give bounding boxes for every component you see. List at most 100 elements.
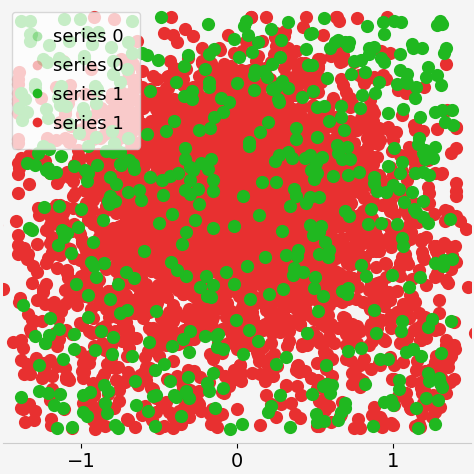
Point (42, 369, 50, 377)
Point (276, 220, 283, 228)
Point (342, 404, 349, 412)
Point (256, 136, 264, 143)
Point (224, 133, 232, 140)
Point (264, 135, 272, 142)
Point (209, 100, 216, 107)
Point (172, 193, 180, 201)
Point (286, 274, 294, 282)
Point (138, 67, 146, 75)
Point (110, 243, 118, 250)
Point (195, 291, 203, 298)
Point (320, 150, 328, 158)
Point (286, 151, 293, 158)
Point (121, 378, 129, 386)
Point (280, 181, 287, 188)
Point (386, 197, 394, 205)
Point (363, 134, 371, 142)
Point (218, 298, 225, 305)
Point (17, 356, 25, 364)
Point (294, 226, 302, 234)
Point (148, 179, 156, 186)
Point (85, 119, 93, 127)
Point (137, 270, 144, 277)
Point (293, 252, 301, 259)
Point (143, 251, 151, 258)
Point (280, 252, 288, 259)
Point (375, 171, 383, 179)
Point (45, 115, 52, 122)
Point (132, 204, 140, 212)
Point (337, 236, 345, 243)
Point (174, 169, 182, 177)
Point (126, 156, 133, 164)
Point (401, 238, 409, 246)
Point (350, 215, 357, 222)
Point (179, 264, 187, 272)
Point (393, 309, 401, 316)
Point (301, 126, 308, 133)
Point (432, 242, 440, 249)
Point (435, 374, 442, 382)
Point (219, 170, 227, 178)
Point (415, 218, 422, 226)
Point (289, 82, 296, 89)
Point (270, 127, 277, 135)
Point (251, 270, 259, 278)
Point (155, 235, 163, 242)
Point (207, 181, 215, 189)
Point (245, 190, 253, 198)
Point (406, 314, 413, 322)
Point (306, 133, 313, 141)
Point (219, 292, 227, 299)
Point (325, 269, 333, 277)
Point (387, 396, 395, 404)
Point (276, 311, 283, 319)
Point (255, 235, 262, 242)
Point (212, 413, 220, 421)
Point (325, 166, 332, 173)
Point (122, 268, 130, 276)
Point (205, 282, 212, 290)
Point (296, 239, 304, 246)
Point (346, 155, 353, 163)
Point (107, 107, 115, 114)
Point (274, 196, 282, 204)
Point (226, 193, 234, 201)
Point (244, 184, 252, 192)
Point (315, 110, 323, 118)
Point (366, 96, 374, 104)
Point (195, 235, 202, 242)
Point (316, 270, 324, 278)
Point (119, 94, 127, 101)
Point (155, 269, 162, 277)
Point (165, 232, 173, 239)
Point (161, 205, 169, 213)
Point (125, 67, 132, 74)
Point (231, 105, 239, 113)
Point (330, 165, 338, 173)
Point (267, 229, 274, 237)
Point (346, 155, 354, 163)
Point (338, 188, 346, 195)
Point (243, 198, 250, 206)
Point (99, 217, 107, 224)
Point (289, 84, 297, 91)
Point (219, 266, 226, 274)
Point (162, 268, 170, 276)
Point (112, 179, 120, 187)
Point (137, 214, 144, 221)
Point (101, 322, 109, 330)
Point (248, 161, 255, 168)
Point (288, 127, 295, 134)
Point (259, 251, 267, 258)
Point (221, 165, 229, 173)
Point (337, 410, 345, 418)
Point (239, 160, 247, 168)
Point (101, 400, 109, 407)
Point (218, 156, 225, 164)
Point (393, 267, 401, 274)
Point (332, 38, 339, 46)
Point (273, 130, 280, 138)
Point (207, 191, 215, 198)
Point (273, 232, 281, 239)
